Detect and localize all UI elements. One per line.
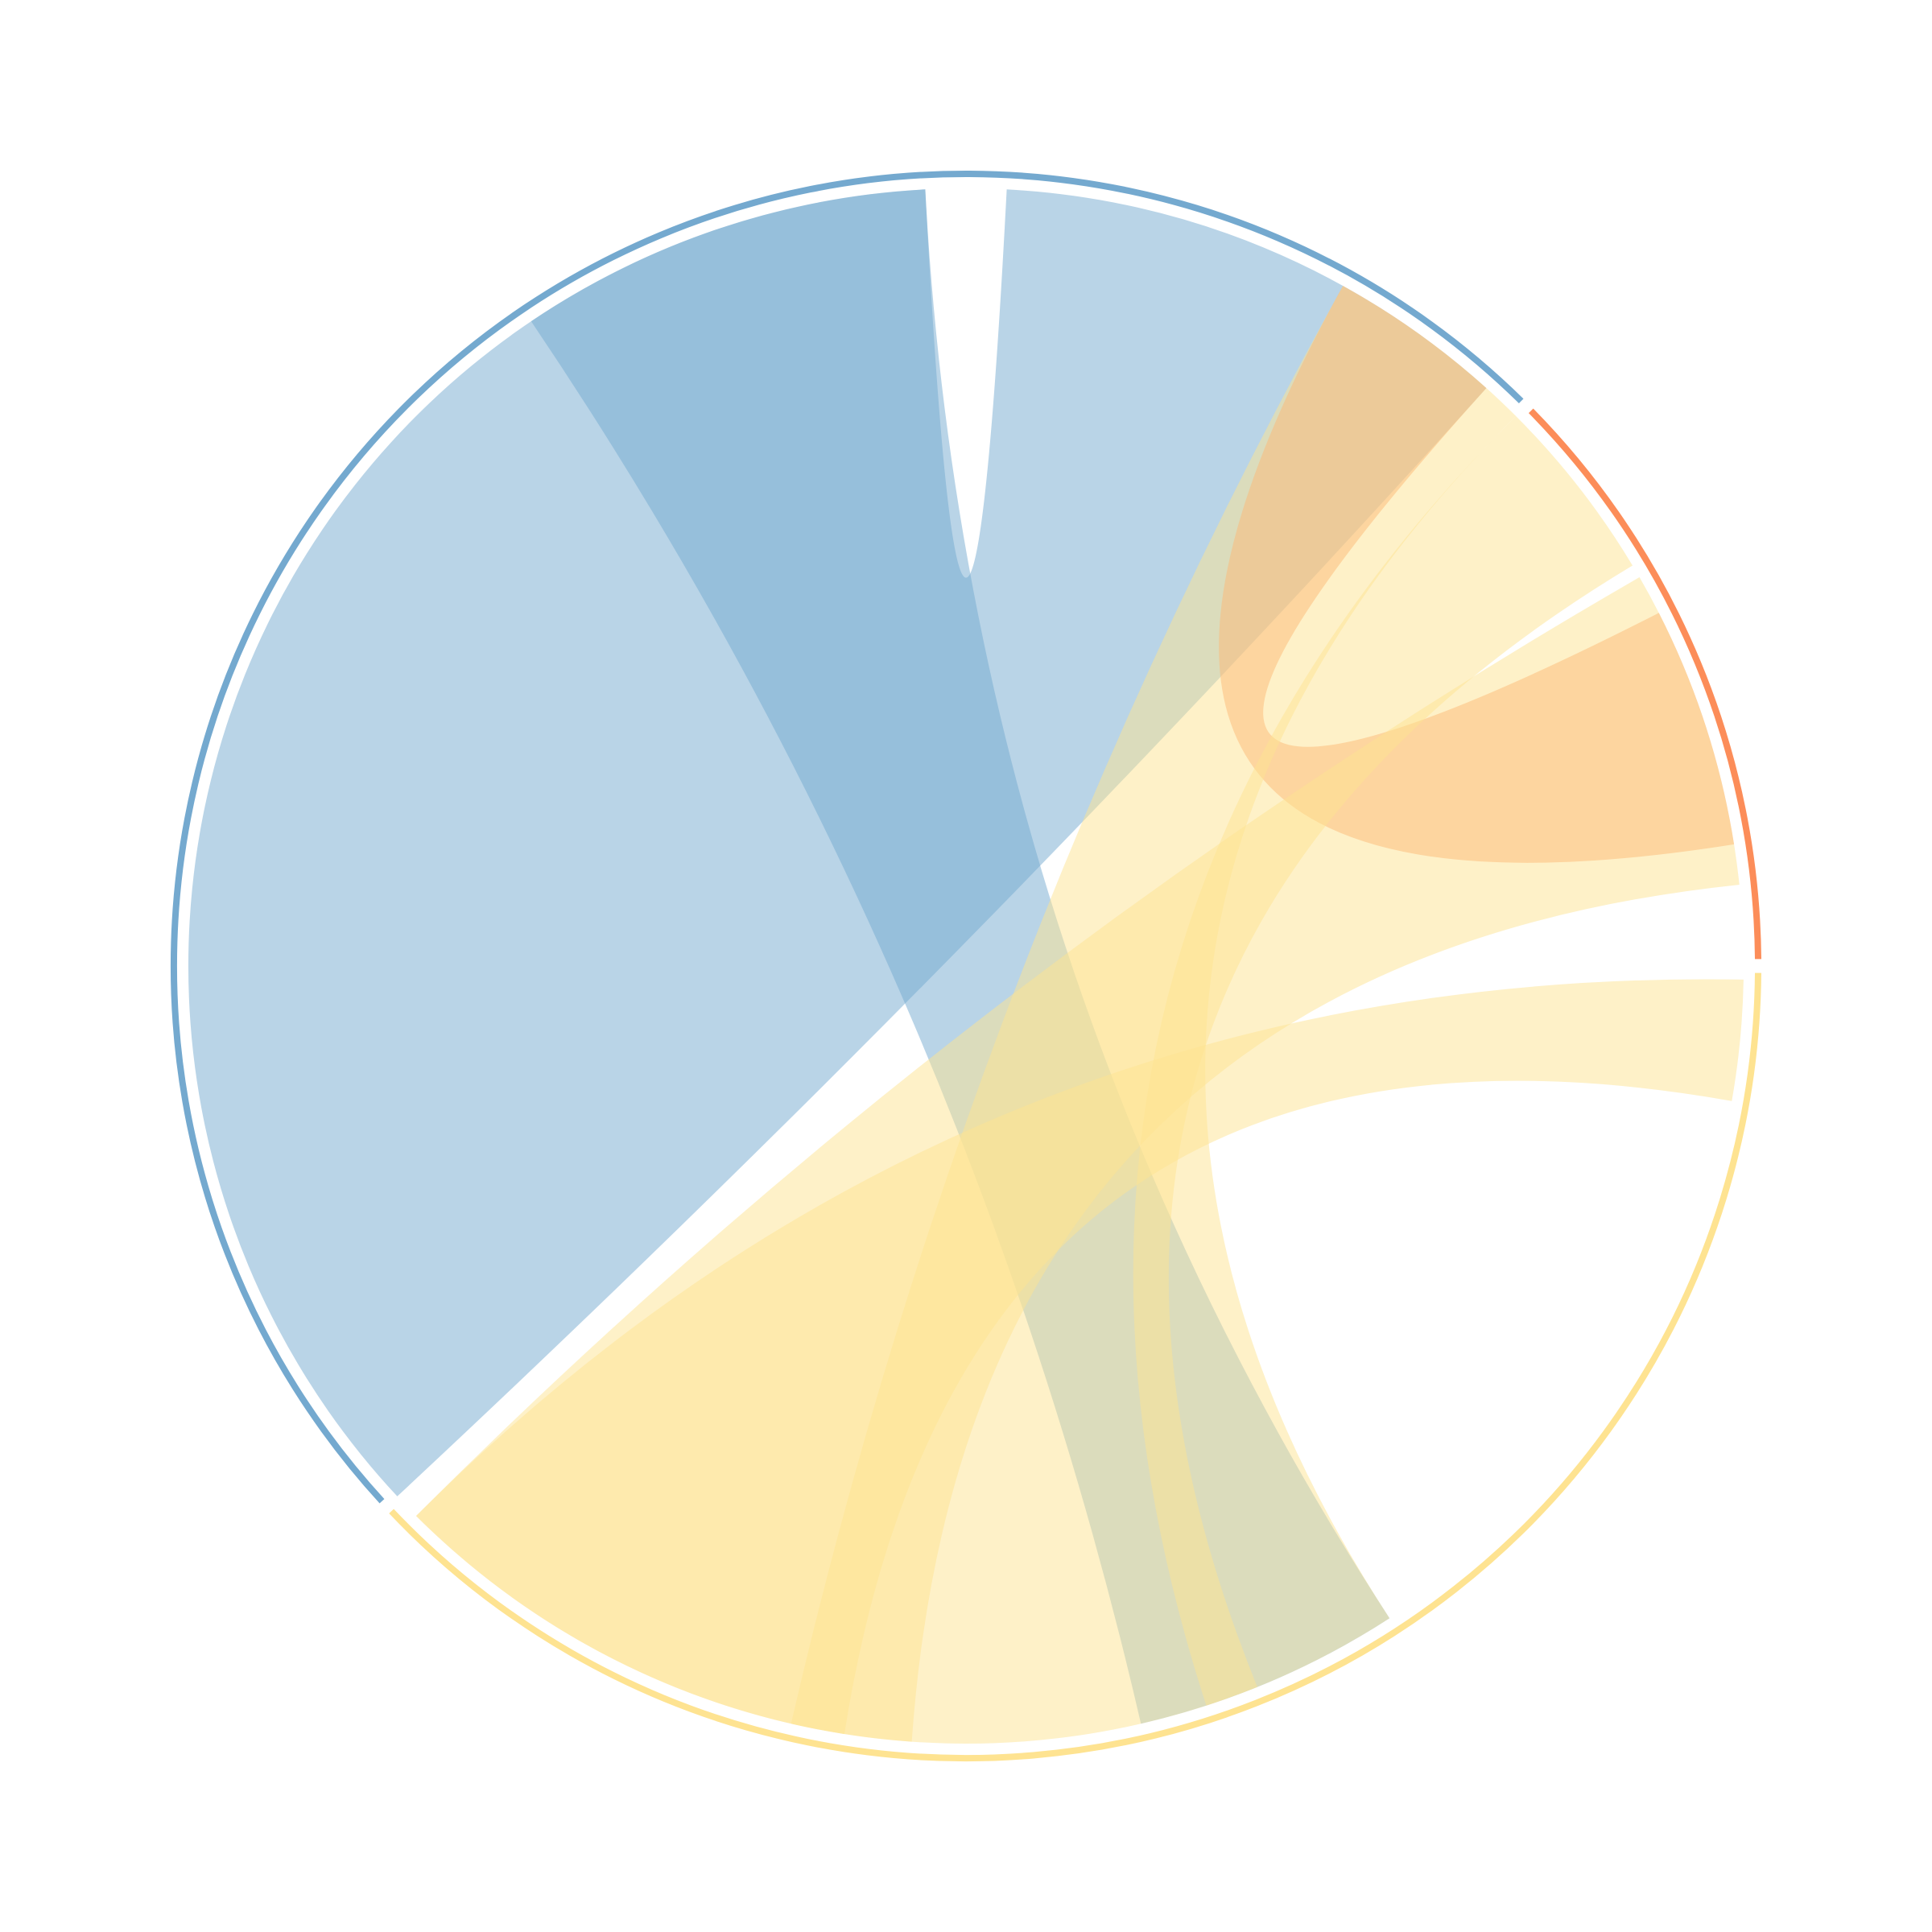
group-arc-blue [170, 171, 1524, 1504]
group-arcs [170, 171, 1761, 1762]
chord-ribbons [188, 189, 1744, 1744]
group-arc-yellow [389, 972, 1761, 1762]
group-arc-orange [1528, 408, 1761, 960]
chord-ribbon-blue-yellow-6 [415, 577, 1740, 1742]
